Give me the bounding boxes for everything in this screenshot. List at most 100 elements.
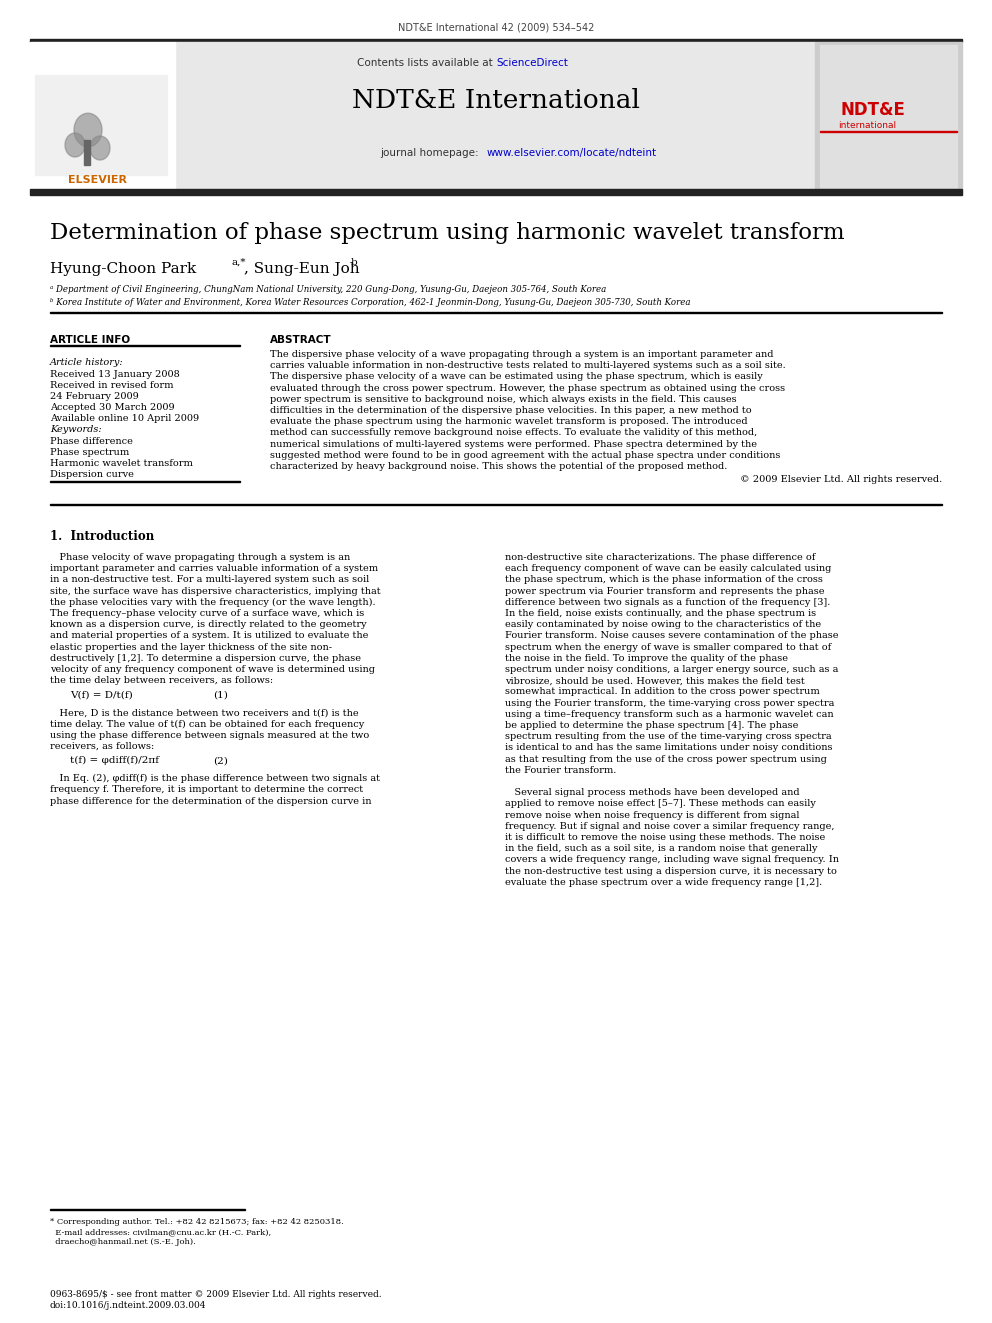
Text: evaluate the phase spectrum using the harmonic wavelet transform is proposed. Th: evaluate the phase spectrum using the ha… [270, 417, 748, 426]
Text: ELSEVIER: ELSEVIER [68, 175, 127, 185]
Text: power spectrum is sensitive to background noise, which always exists in the fiel: power spectrum is sensitive to backgroun… [270, 394, 737, 404]
Ellipse shape [74, 114, 102, 147]
Text: it is difficult to remove the noise using these methods. The noise: it is difficult to remove the noise usin… [505, 833, 825, 841]
Text: ABSTRACT: ABSTRACT [270, 335, 331, 345]
Bar [820, 131, 957, 132]
Text: Determination of phase spectrum using harmonic wavelet transform: Determination of phase spectrum using ha… [50, 222, 844, 243]
Text: using the Fourier transform, the time-varying cross power spectra: using the Fourier transform, the time-va… [505, 699, 834, 708]
Text: Contents lists available at: Contents lists available at [357, 58, 496, 67]
Text: Article history:: Article history: [50, 359, 124, 366]
Text: using the phase difference between signals measured at the two: using the phase difference between signa… [50, 730, 369, 740]
Text: NDT&E International 42 (2009) 534–542: NDT&E International 42 (2009) 534–542 [398, 22, 594, 32]
Text: In Eq. (2), φdiff(f) is the phase difference between two signals at: In Eq. (2), φdiff(f) is the phase differ… [50, 774, 380, 783]
Text: is identical to and has the same limitations under noisy conditions: is identical to and has the same limitat… [505, 744, 832, 753]
Text: in the field, such as a soil site, is a random noise that generally: in the field, such as a soil site, is a … [505, 844, 817, 853]
Text: spectrum resulting from the use of the time-varying cross spectra: spectrum resulting from the use of the t… [505, 732, 831, 741]
Text: ᵃ Department of Civil Engineering, ChungNam National University, 220 Gung-Dong, : ᵃ Department of Civil Engineering, Chung… [50, 284, 606, 294]
Text: Keywords:: Keywords: [50, 425, 101, 434]
Text: the noise in the field. To improve the quality of the phase: the noise in the field. To improve the q… [505, 654, 788, 663]
Text: Received in revised form: Received in revised form [50, 381, 174, 390]
Text: the non-destructive test using a dispersion curve, it is necessary to: the non-destructive test using a dispers… [505, 867, 837, 876]
Text: Fourier transform. Noise causes severe contamination of the phase: Fourier transform. Noise causes severe c… [505, 631, 838, 640]
Text: be applied to determine the phase spectrum [4]. The phase: be applied to determine the phase spectr… [505, 721, 799, 730]
Bar [175, 42, 815, 191]
Text: V(f) = D/t(f): V(f) = D/t(f) [70, 691, 133, 700]
Text: ScienceDirect: ScienceDirect [496, 58, 567, 67]
Text: phase difference for the determination of the dispersion curve in: phase difference for the determination o… [50, 796, 371, 806]
Text: www.elsevier.com/locate/ndteint: www.elsevier.com/locate/ndteint [487, 148, 657, 157]
Text: method can successfully remove background noise effects. To evaluate the validit: method can successfully remove backgroun… [270, 429, 757, 438]
Text: vibrosize, should be used. However, this makes the field test: vibrosize, should be used. However, this… [505, 676, 805, 685]
Text: and material properties of a system. It is utilized to evaluate the: and material properties of a system. It … [50, 631, 368, 640]
Text: Hyung-Choon Park: Hyung-Choon Park [50, 262, 201, 277]
Text: time delay. The value of t(f) can be obtained for each frequency: time delay. The value of t(f) can be obt… [50, 720, 364, 729]
Text: journal homepage:: journal homepage: [380, 148, 482, 157]
Text: Phase difference: Phase difference [50, 437, 133, 446]
Bar [35, 75, 167, 175]
Text: Dispersion curve: Dispersion curve [50, 470, 134, 479]
Text: characterized by heavy background noise. This shows the potential of the propose: characterized by heavy background noise.… [270, 462, 727, 471]
Text: international: international [838, 120, 896, 130]
Text: power spectrum via Fourier transform and represents the phase: power spectrum via Fourier transform and… [505, 586, 824, 595]
Text: remove noise when noise frequency is different from signal: remove noise when noise frequency is dif… [505, 811, 800, 820]
Ellipse shape [90, 136, 110, 160]
Text: © 2009 Elsevier Ltd. All rights reserved.: © 2009 Elsevier Ltd. All rights reserved… [740, 475, 942, 484]
Text: (2): (2) [213, 757, 228, 765]
Text: site, the surface wave has dispersive characteristics, implying that: site, the surface wave has dispersive ch… [50, 586, 381, 595]
Text: b: b [351, 258, 358, 267]
Text: NDT&E: NDT&E [840, 101, 905, 119]
Text: the phase spectrum, which is the phase information of the cross: the phase spectrum, which is the phase i… [505, 576, 823, 585]
Text: somewhat impractical. In addition to the cross power spectrum: somewhat impractical. In addition to the… [505, 688, 819, 696]
Text: each frequency component of wave can be easily calculated using: each frequency component of wave can be … [505, 564, 831, 573]
Text: Available online 10 April 2009: Available online 10 April 2009 [50, 414, 199, 423]
Text: Phase spectrum: Phase spectrum [50, 448, 129, 456]
Ellipse shape [65, 134, 85, 157]
Bar [30, 189, 962, 194]
Text: spectrum under noisy conditions, a larger energy source, such as a: spectrum under noisy conditions, a large… [505, 665, 838, 673]
Text: (1): (1) [213, 691, 228, 700]
Bar [30, 38, 962, 42]
Text: ᵇ Korea Institute of Water and Environment, Korea Water Resources Corporation, 4: ᵇ Korea Institute of Water and Environme… [50, 298, 690, 307]
Text: draecho@hanmail.net (S.-E. Joh).: draecho@hanmail.net (S.-E. Joh). [50, 1238, 195, 1246]
Text: carries valuable information in non-destructive tests related to multi-layered s: carries valuable information in non-dest… [270, 361, 786, 370]
Text: destructively [1,2]. To determine a dispersion curve, the phase: destructively [1,2]. To determine a disp… [50, 654, 361, 663]
Text: covers a wide frequency range, including wave signal frequency. In: covers a wide frequency range, including… [505, 856, 839, 864]
Text: important parameter and carries valuable information of a system: important parameter and carries valuable… [50, 564, 378, 573]
Text: ARTICLE INFO: ARTICLE INFO [50, 335, 130, 345]
Text: suggested method were found to be in good agreement with the actual phase spectr: suggested method were found to be in goo… [270, 451, 781, 460]
Text: Here, D is the distance between two receivers and t(f) is the: Here, D is the distance between two rece… [50, 708, 359, 717]
Text: elastic properties and the layer thickness of the site non-: elastic properties and the layer thickne… [50, 643, 332, 652]
Text: frequency f. Therefore, it is important to determine the correct: frequency f. Therefore, it is important … [50, 786, 363, 794]
Text: The dispersive phase velocity of a wave can be estimated using the phase spectru: The dispersive phase velocity of a wave … [270, 372, 763, 381]
Text: The dispersive phase velocity of a wave propagating through a system is an impor: The dispersive phase velocity of a wave … [270, 351, 774, 359]
Bar [84, 140, 90, 165]
Text: easily contaminated by noise owing to the characteristics of the: easily contaminated by noise owing to th… [505, 620, 821, 630]
Text: frequency. But if signal and noise cover a similar frequency range,: frequency. But if signal and noise cover… [505, 822, 834, 831]
Text: Phase velocity of wave propagating through a system is an: Phase velocity of wave propagating throu… [50, 553, 350, 562]
Text: difficulties in the determination of the dispersive phase velocities. In this pa: difficulties in the determination of the… [270, 406, 752, 415]
Text: numerical simulations of multi-layered systems were performed. Phase spectra det: numerical simulations of multi-layered s… [270, 439, 757, 448]
Text: The frequency–phase velocity curve of a surface wave, which is: The frequency–phase velocity curve of a … [50, 609, 364, 618]
Text: Several signal process methods have been developed and: Several signal process methods have been… [505, 789, 800, 798]
Text: using a time–frequency transform such as a harmonic wavelet can: using a time–frequency transform such as… [505, 710, 833, 718]
Text: Accepted 30 March 2009: Accepted 30 March 2009 [50, 404, 175, 411]
Text: spectrum when the energy of wave is smaller compared to that of: spectrum when the energy of wave is smal… [505, 643, 831, 652]
Text: Received 13 January 2008: Received 13 January 2008 [50, 370, 180, 378]
Bar [820, 45, 957, 187]
Text: In the field, noise exists continually, and the phase spectrum is: In the field, noise exists continually, … [505, 609, 816, 618]
Text: velocity of any frequency component of wave is determined using: velocity of any frequency component of w… [50, 665, 375, 673]
Text: 0963-8695/$ - see front matter © 2009 Elsevier Ltd. All rights reserved.: 0963-8695/$ - see front matter © 2009 El… [50, 1290, 382, 1299]
Text: 24 February 2009: 24 February 2009 [50, 392, 139, 401]
Text: the Fourier transform.: the Fourier transform. [505, 766, 616, 775]
Bar [815, 42, 962, 191]
Text: , Sung-Eun Joh: , Sung-Eun Joh [244, 262, 364, 277]
Text: applied to remove noise effect [5–7]. These methods can easily: applied to remove noise effect [5–7]. Th… [505, 799, 815, 808]
Text: the time delay between receivers, as follows:: the time delay between receivers, as fol… [50, 676, 273, 685]
Text: a,*: a,* [232, 258, 246, 267]
Text: evaluated through the cross power spectrum. However, the phase spectrum as obtai: evaluated through the cross power spectr… [270, 384, 785, 393]
Text: 1.  Introduction: 1. Introduction [50, 531, 154, 542]
Text: known as a dispersion curve, is directly related to the geometry: known as a dispersion curve, is directly… [50, 620, 367, 630]
Text: non-destructive site characterizations. The phase difference of: non-destructive site characterizations. … [505, 553, 815, 562]
Text: E-mail addresses: civilman@cnu.ac.kr (H.-C. Park),: E-mail addresses: civilman@cnu.ac.kr (H.… [50, 1228, 271, 1236]
Text: evaluate the phase spectrum over a wide frequency range [1,2].: evaluate the phase spectrum over a wide … [505, 877, 822, 886]
